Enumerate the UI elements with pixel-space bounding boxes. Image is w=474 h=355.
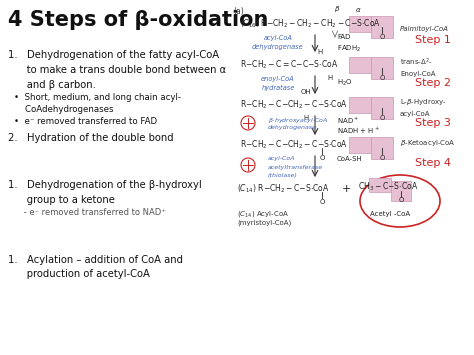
Text: trans-$\Delta^2$-: trans-$\Delta^2$- [400,56,433,68]
Text: O: O [379,115,385,121]
Text: 4 Steps of β-oxidation: 4 Steps of β-oxidation [8,10,268,30]
Text: 2.   Hydration of the double bond: 2. Hydration of the double bond [8,133,173,143]
FancyBboxPatch shape [371,16,393,38]
Text: 1.   Dehydrogenation of the β-hydroxyl: 1. Dehydrogenation of the β-hydroxyl [8,180,202,190]
Text: acyl-CoA: acyl-CoA [268,156,295,161]
Text: - e⁻ removed transferred to NAD⁺: - e⁻ removed transferred to NAD⁺ [8,208,166,217]
Text: O: O [319,199,325,205]
Text: OH: OH [301,89,311,95]
Text: Enoyl-CoA: Enoyl-CoA [400,71,436,77]
FancyBboxPatch shape [391,181,411,201]
Text: (a): (a) [233,7,244,16]
Text: $\beta$: $\beta$ [334,4,340,14]
Text: O: O [379,34,385,40]
Text: $\beta$-Ketoacyl-CoA: $\beta$-Ketoacyl-CoA [400,138,456,148]
Text: and β carbon.: and β carbon. [8,80,96,90]
Text: (myristoyl-CoA): (myristoyl-CoA) [237,220,291,226]
Text: FADH$_2$: FADH$_2$ [337,44,361,54]
Text: H$_2$O: H$_2$O [337,78,353,88]
Text: $\beta$-hydroxyacyl-CoA: $\beta$-hydroxyacyl-CoA [268,116,328,125]
Text: +: + [341,184,351,194]
Text: NADH + H$^+$: NADH + H$^+$ [337,126,380,136]
Text: Step 1: Step 1 [415,35,451,45]
Circle shape [241,158,255,172]
Text: $\alpha$: $\alpha$ [355,6,361,14]
Text: $(C_{14})$ Acyl-CoA: $(C_{14})$ Acyl-CoA [237,209,289,219]
FancyBboxPatch shape [371,57,393,79]
Ellipse shape [360,175,440,227]
Text: production of acetyl-CoA: production of acetyl-CoA [8,269,150,279]
Text: 1.   Dehydrogenation of the fatty acyl-CoA: 1. Dehydrogenation of the fatty acyl-CoA [8,50,219,60]
Text: to make a trans double bond between α: to make a trans double bond between α [8,65,226,75]
Text: •  e⁻ removed transferred to FAD: • e⁻ removed transferred to FAD [14,117,157,126]
Text: Step 2: Step 2 [415,78,451,88]
Text: CoA-SH: CoA-SH [337,156,363,162]
FancyBboxPatch shape [369,178,391,192]
Text: Step 3: Step 3 [415,118,451,128]
Text: O: O [319,155,325,161]
Text: R$-$CH$_2-$C$-$CH$_2-$C$-$S$\cdot$CoA: R$-$CH$_2-$C$-$CH$_2-$C$-$S$\cdot$CoA [240,99,348,111]
Text: R$-$CH$_2-$C$=$C$-$C$-$S$\cdot$CoA: R$-$CH$_2-$C$=$C$-$C$-$S$\cdot$CoA [240,59,338,71]
Text: 1.   Acylation – addition of CoA and: 1. Acylation – addition of CoA and [8,255,183,265]
FancyBboxPatch shape [349,16,371,32]
Text: H: H [318,49,323,55]
Text: dehydrogenase: dehydrogenase [252,44,304,50]
Text: R$-$CH$_2-$C$-$CH$_2-$C$-$S$\cdot$CoA: R$-$CH$_2-$C$-$CH$_2-$C$-$S$\cdot$CoA [240,139,348,151]
Text: O: O [379,155,385,161]
Text: acyl-CoA: acyl-CoA [400,111,430,117]
Text: Acetyl -CoA: Acetyl -CoA [370,211,410,217]
Text: •  Short, medium, and long chain acyl-: • Short, medium, and long chain acyl- [14,93,181,102]
Text: acetyltransferase: acetyltransferase [268,165,323,170]
FancyBboxPatch shape [371,137,393,159]
Text: Palmitoyl-CoA: Palmitoyl-CoA [400,26,449,32]
Text: enoyl-CoA: enoyl-CoA [261,76,295,82]
Text: H: H [303,115,309,121]
FancyBboxPatch shape [349,57,371,73]
Text: H: H [328,75,333,81]
Text: O: O [398,197,404,203]
Text: L-$\beta$-Hydroxy-: L-$\beta$-Hydroxy- [400,97,447,107]
Text: FAD: FAD [337,34,350,40]
FancyBboxPatch shape [349,97,371,113]
FancyBboxPatch shape [371,97,393,119]
Text: hydratase: hydratase [261,85,295,91]
Text: CH$_3-$C$-$S$\cdot$CoA: CH$_3-$C$-$S$\cdot$CoA [358,181,418,193]
Circle shape [241,116,255,130]
Text: group to a ketone: group to a ketone [8,195,115,205]
Text: acyl-CoA: acyl-CoA [264,35,292,41]
Text: Step 4: Step 4 [415,158,451,168]
Text: $(C_{14})$ R$-$CH$_2-$C$-$S$\cdot$CoA: $(C_{14})$ R$-$CH$_2-$C$-$S$\cdot$CoA [237,183,330,195]
Text: NAD$^+$: NAD$^+$ [337,116,359,126]
Text: dehydrogenase: dehydrogenase [268,125,317,130]
Text: O: O [379,75,385,81]
FancyBboxPatch shape [349,137,371,153]
Text: CoAdehydrogenases: CoAdehydrogenases [14,105,113,114]
Text: $(C_{16})$ R$-$CH$_2-$CH$_2-$CH$_2-$C$-$S$\cdot$CoA: $(C_{16})$ R$-$CH$_2-$CH$_2-$CH$_2-$C$-$… [240,18,381,30]
Text: (thiolase): (thiolase) [268,173,298,178]
